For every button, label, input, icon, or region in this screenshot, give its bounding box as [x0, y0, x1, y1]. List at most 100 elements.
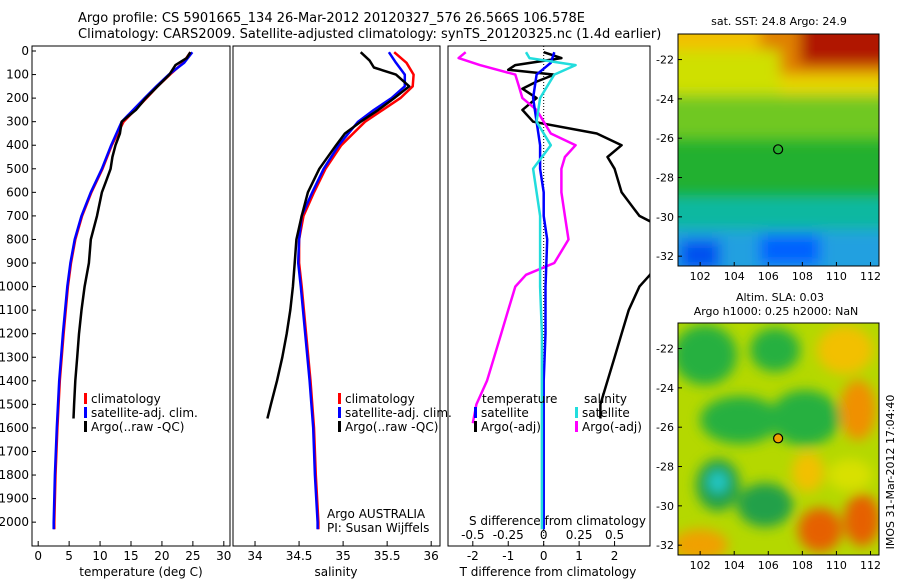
sst-lat-tick-label: -22 — [656, 54, 674, 67]
sla-lat-tick-label: -22 — [656, 343, 674, 356]
temperature-series-group — [52, 51, 194, 530]
difference-x-tick-label: 0 — [540, 549, 548, 563]
depth-tick-label: 300 — [6, 115, 29, 129]
depth-tick-label: 400 — [6, 138, 29, 152]
legend-swatch-sal-argo — [575, 421, 578, 432]
temperature-x-tick-label: 0 — [34, 549, 42, 563]
sst-map-frame — [677, 33, 880, 267]
legend-label-satellite: satellite-adj. clim. — [91, 406, 198, 420]
sla-map-frame — [677, 322, 880, 556]
difference-x-tick-label: -2 — [467, 549, 479, 563]
depth-tick-label: 200 — [6, 91, 29, 105]
difference-x-label: T difference from climatology — [459, 565, 637, 579]
diff-top-tick-label: 0.5 — [605, 528, 624, 542]
salinity-series-argo-raw-qc- — [266, 51, 411, 419]
climatology-subtitle: Climatology: CARS2009. Satellite-adjuste… — [78, 27, 662, 42]
sla-lon-tick-label: 102 — [690, 559, 711, 572]
depth-tick-label: 0 — [21, 44, 29, 58]
sst-lat-tick-label: -32 — [656, 250, 674, 263]
sst-lon-tick-label: 106 — [758, 270, 779, 283]
legend-label-sal-argo: Argo(-adj) — [582, 420, 642, 434]
sla-lat-tick-label: -26 — [656, 421, 674, 434]
legend-swatch-climatology — [84, 393, 87, 404]
map-axes: 102 104 106 108 110 112 -22 -24 -26 -28 -30 -32 102 1… — [656, 54, 881, 572]
depth-tick-label: 2000 — [0, 515, 29, 529]
legend-swatch-climatology — [338, 393, 341, 404]
depth-tick-label: 1700 — [0, 444, 29, 458]
legend-label-argo: Argo(..raw -QC) — [91, 420, 184, 434]
depth-tick-label: 1400 — [0, 374, 29, 388]
salinity-panel: 34 34.5 35 35.5 36 — [232, 45, 441, 563]
temperature-x-tick-label: 10 — [92, 549, 107, 563]
depth-tick-label: 1300 — [0, 350, 29, 364]
depth-tick-label: 900 — [6, 256, 29, 270]
sst-lat-tick-label: -30 — [656, 211, 674, 224]
legend-swatch-temp-satellite — [474, 407, 477, 418]
sst-lat-tick-label: -26 — [656, 132, 674, 145]
depth-tick-label: 1800 — [0, 468, 29, 482]
depth-tick-label: 600 — [6, 185, 29, 199]
salinity-x-tick-label: 34 — [247, 549, 262, 563]
sst-lat-tick-label: -28 — [656, 172, 674, 185]
legend-swatch-argo — [84, 421, 87, 432]
legend-label-temp-argo: Argo(-adj) — [481, 420, 541, 434]
sst-lon-tick-label: 108 — [792, 270, 813, 283]
imos-timestamp: IMOS 31-Mar-2012 17:04:40 — [884, 395, 897, 550]
legend-label-climatology: climatology — [91, 392, 161, 406]
difference-x-tick-label: -1 — [502, 549, 514, 563]
difference-series-group — [457, 51, 650, 530]
depth-tick-label: 1600 — [0, 421, 29, 435]
temperature-x-tick-label: 5 — [65, 549, 73, 563]
sla-map-subtitle: Argo h1000: 0.25 h2000: NaN — [694, 305, 859, 318]
temperature-legend: climatology satellite-adj. clim. Argo(..… — [84, 392, 198, 434]
legend-swatch-satellite — [338, 407, 341, 418]
depth-tick-label: 1100 — [0, 303, 29, 317]
difference-x-tick-label: 2 — [611, 549, 619, 563]
sst-lon-tick-label: 112 — [860, 270, 881, 283]
temperature-x-tick-label: 25 — [185, 549, 200, 563]
legend-label-climatology: climatology — [345, 392, 415, 406]
legend-label-temp-satellite: satellite — [481, 406, 529, 420]
difference-x-tick-label: 1 — [575, 549, 583, 563]
sla-lat-tick-label: -32 — [656, 539, 674, 552]
sst-lon-tick-label: 110 — [826, 270, 847, 283]
pi-label: PI: Susan Wijffels — [327, 521, 429, 535]
legend-swatch-satellite — [84, 407, 87, 418]
legend-header-salinity: salinity — [584, 392, 627, 406]
legend-header-temperature: temperature — [482, 392, 557, 406]
sst-lon-tick-label: 102 — [690, 270, 711, 283]
depth-tick-label: 1200 — [0, 327, 29, 341]
salinity-x-tick-label: 35 — [335, 549, 350, 563]
salinity-series-group — [266, 51, 415, 530]
salinity-legend: climatology satellite-adj. clim. Argo(..… — [338, 392, 452, 434]
difference-legend: temperature salinity satellite Argo(-adj… — [474, 392, 642, 434]
legend-label-argo: Argo(..raw -QC) — [345, 420, 438, 434]
sla-lon-tick-label: 112 — [860, 559, 881, 572]
salinity-axes-frame — [232, 45, 441, 547]
temperature-axes-frame — [31, 45, 231, 547]
salinity-x-tick-label: 35.5 — [374, 549, 401, 563]
argo-organisation-label: Argo AUSTRALIA — [327, 507, 426, 521]
difference-series-temp-argo-adj — [506, 51, 650, 419]
legend-swatch-argo — [338, 421, 341, 432]
difference-series-temp-satellite — [531, 51, 556, 530]
salinity-series-satellite-adj-clim- — [296, 51, 407, 530]
sla-lon-tick-label: 110 — [826, 559, 847, 572]
legend-swatch-temp-argo — [474, 421, 477, 432]
sla-lat-tick-label: -28 — [656, 461, 674, 474]
sla-lat-tick-label: -30 — [656, 500, 674, 513]
difference-axes-frame — [447, 45, 651, 547]
sla-map-title: Altim. SLA: 0.03 — [736, 291, 824, 304]
legend-label-sal-satellite: satellite — [582, 406, 630, 420]
salinity-x-tick-label: 34.5 — [286, 549, 313, 563]
profile-title: Argo profile: CS 5901665_134 26-Mar-2012… — [78, 11, 586, 26]
diff-top-tick-label: -0.25 — [493, 528, 524, 542]
sst-lon-tick-label: 104 — [724, 270, 745, 283]
difference-series-sal-satellite — [524, 51, 577, 530]
depth-tick-label: 1900 — [0, 492, 29, 506]
sst-map-title: sat. SST: 24.8 Argo: 24.9 — [711, 15, 847, 28]
sst-map — [678, 34, 879, 266]
sst-lat-tick-label: -24 — [656, 93, 674, 106]
